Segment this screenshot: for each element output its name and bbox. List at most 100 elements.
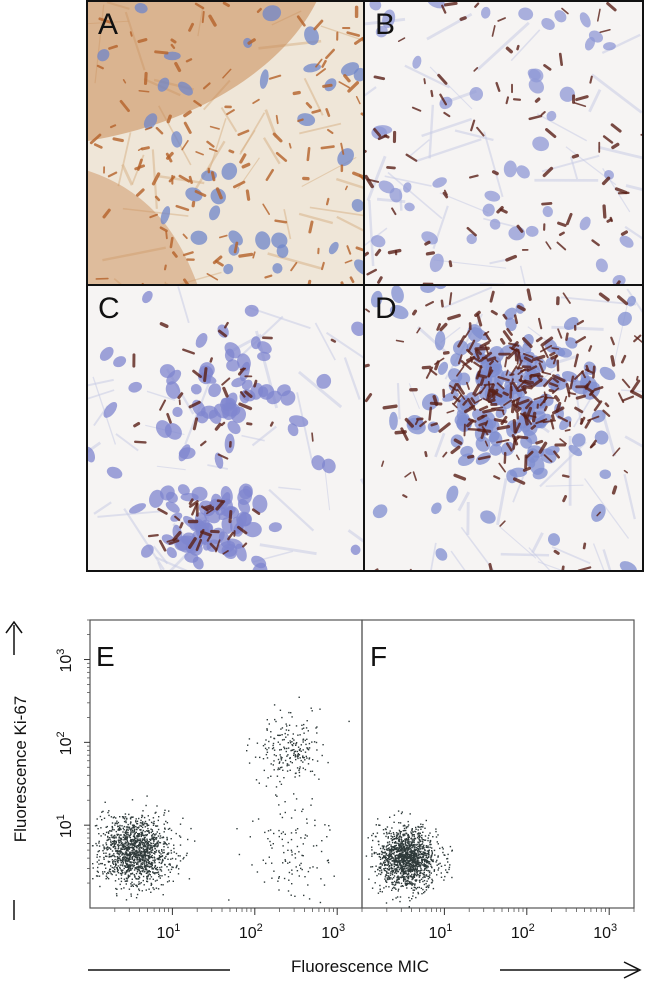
event-dot (411, 829, 413, 831)
event-dot (389, 858, 392, 861)
event-dot (152, 833, 155, 835)
event-dot (144, 841, 146, 844)
event-dot (290, 894, 292, 896)
event-dot (430, 855, 433, 858)
y-tick-label: 102 (55, 731, 75, 755)
event-dot (131, 827, 133, 829)
event-dot (269, 829, 272, 831)
event-dot (301, 854, 303, 857)
event-dot (440, 872, 442, 874)
event-dot (433, 870, 435, 872)
event-dot (110, 841, 112, 844)
event-dot (138, 865, 141, 868)
event-dot (428, 853, 430, 856)
event-dot (410, 853, 412, 855)
event-dot (127, 860, 129, 863)
event-dot (266, 751, 269, 753)
event-dot (110, 834, 112, 837)
event-dot (117, 825, 119, 827)
event-dot (385, 852, 388, 855)
event-dot (311, 770, 314, 772)
event-dot (401, 840, 403, 842)
event-dot (119, 852, 121, 855)
event-dot (265, 862, 267, 865)
event-dot (146, 833, 148, 836)
event-dot (295, 744, 297, 746)
event-dot (115, 850, 118, 852)
event-dot (421, 860, 423, 862)
event-dot (123, 843, 125, 845)
event-dot (124, 858, 126, 860)
event-dot (443, 854, 445, 856)
event-dot (429, 863, 432, 865)
event-dot (294, 750, 297, 752)
event-dot (398, 855, 400, 857)
event-dot (417, 857, 420, 859)
event-dot (115, 837, 117, 839)
event-dot (115, 817, 117, 819)
event-dot (116, 868, 119, 870)
event-dot (167, 853, 169, 855)
event-dot (125, 899, 128, 901)
event-dot (110, 865, 112, 867)
event-dot (145, 872, 148, 874)
event-dot (139, 849, 141, 851)
event-dot (393, 857, 395, 859)
event-dot (304, 759, 306, 761)
event-dot (149, 878, 151, 880)
event-dot (275, 794, 277, 796)
event-dot (385, 864, 387, 866)
event-dot (412, 866, 414, 868)
event-dot (400, 838, 402, 840)
event-dot (137, 854, 139, 856)
event-dot (138, 848, 140, 850)
event-dot (128, 843, 131, 845)
event-dot (109, 838, 111, 841)
event-dot (400, 882, 403, 885)
event-dot (147, 827, 149, 830)
event-dot (143, 834, 145, 836)
event-dot (149, 845, 152, 847)
event-dot (283, 877, 286, 880)
event-dot (141, 822, 144, 825)
event-dot (113, 842, 115, 844)
event-dot (131, 850, 133, 852)
event-dot (143, 850, 146, 852)
event-dot (135, 853, 138, 855)
event-dot (398, 860, 400, 862)
event-dot (407, 847, 409, 849)
event-dot (396, 864, 399, 866)
event-dot (379, 867, 382, 870)
event-dot (401, 811, 403, 813)
event-dot (149, 848, 152, 850)
event-dot (395, 868, 397, 871)
event-dot (273, 760, 275, 762)
event-dot (413, 874, 416, 877)
event-dot (139, 865, 142, 867)
event-dot (375, 852, 377, 854)
event-dot (122, 863, 124, 865)
event-dot (403, 857, 405, 859)
event-dot (418, 834, 421, 836)
event-dot (396, 882, 399, 884)
event-dot (396, 876, 399, 878)
event-dot (167, 846, 169, 849)
event-dot (387, 860, 389, 862)
event-dot (306, 757, 308, 759)
event-dot (290, 838, 293, 841)
event-dot (143, 816, 146, 819)
event-dot (402, 840, 404, 842)
event-dot (96, 856, 98, 858)
event-dot (308, 742, 311, 745)
event-dot (138, 854, 140, 856)
event-dot (138, 870, 141, 872)
event-dot (435, 830, 437, 833)
event-dot (264, 747, 267, 750)
event-dot (407, 852, 409, 854)
event-dot (166, 839, 168, 841)
event-dot (143, 843, 146, 845)
event-dot (147, 815, 149, 817)
event-dot (398, 877, 400, 879)
event-dot (152, 839, 155, 841)
event-dot (143, 854, 146, 856)
